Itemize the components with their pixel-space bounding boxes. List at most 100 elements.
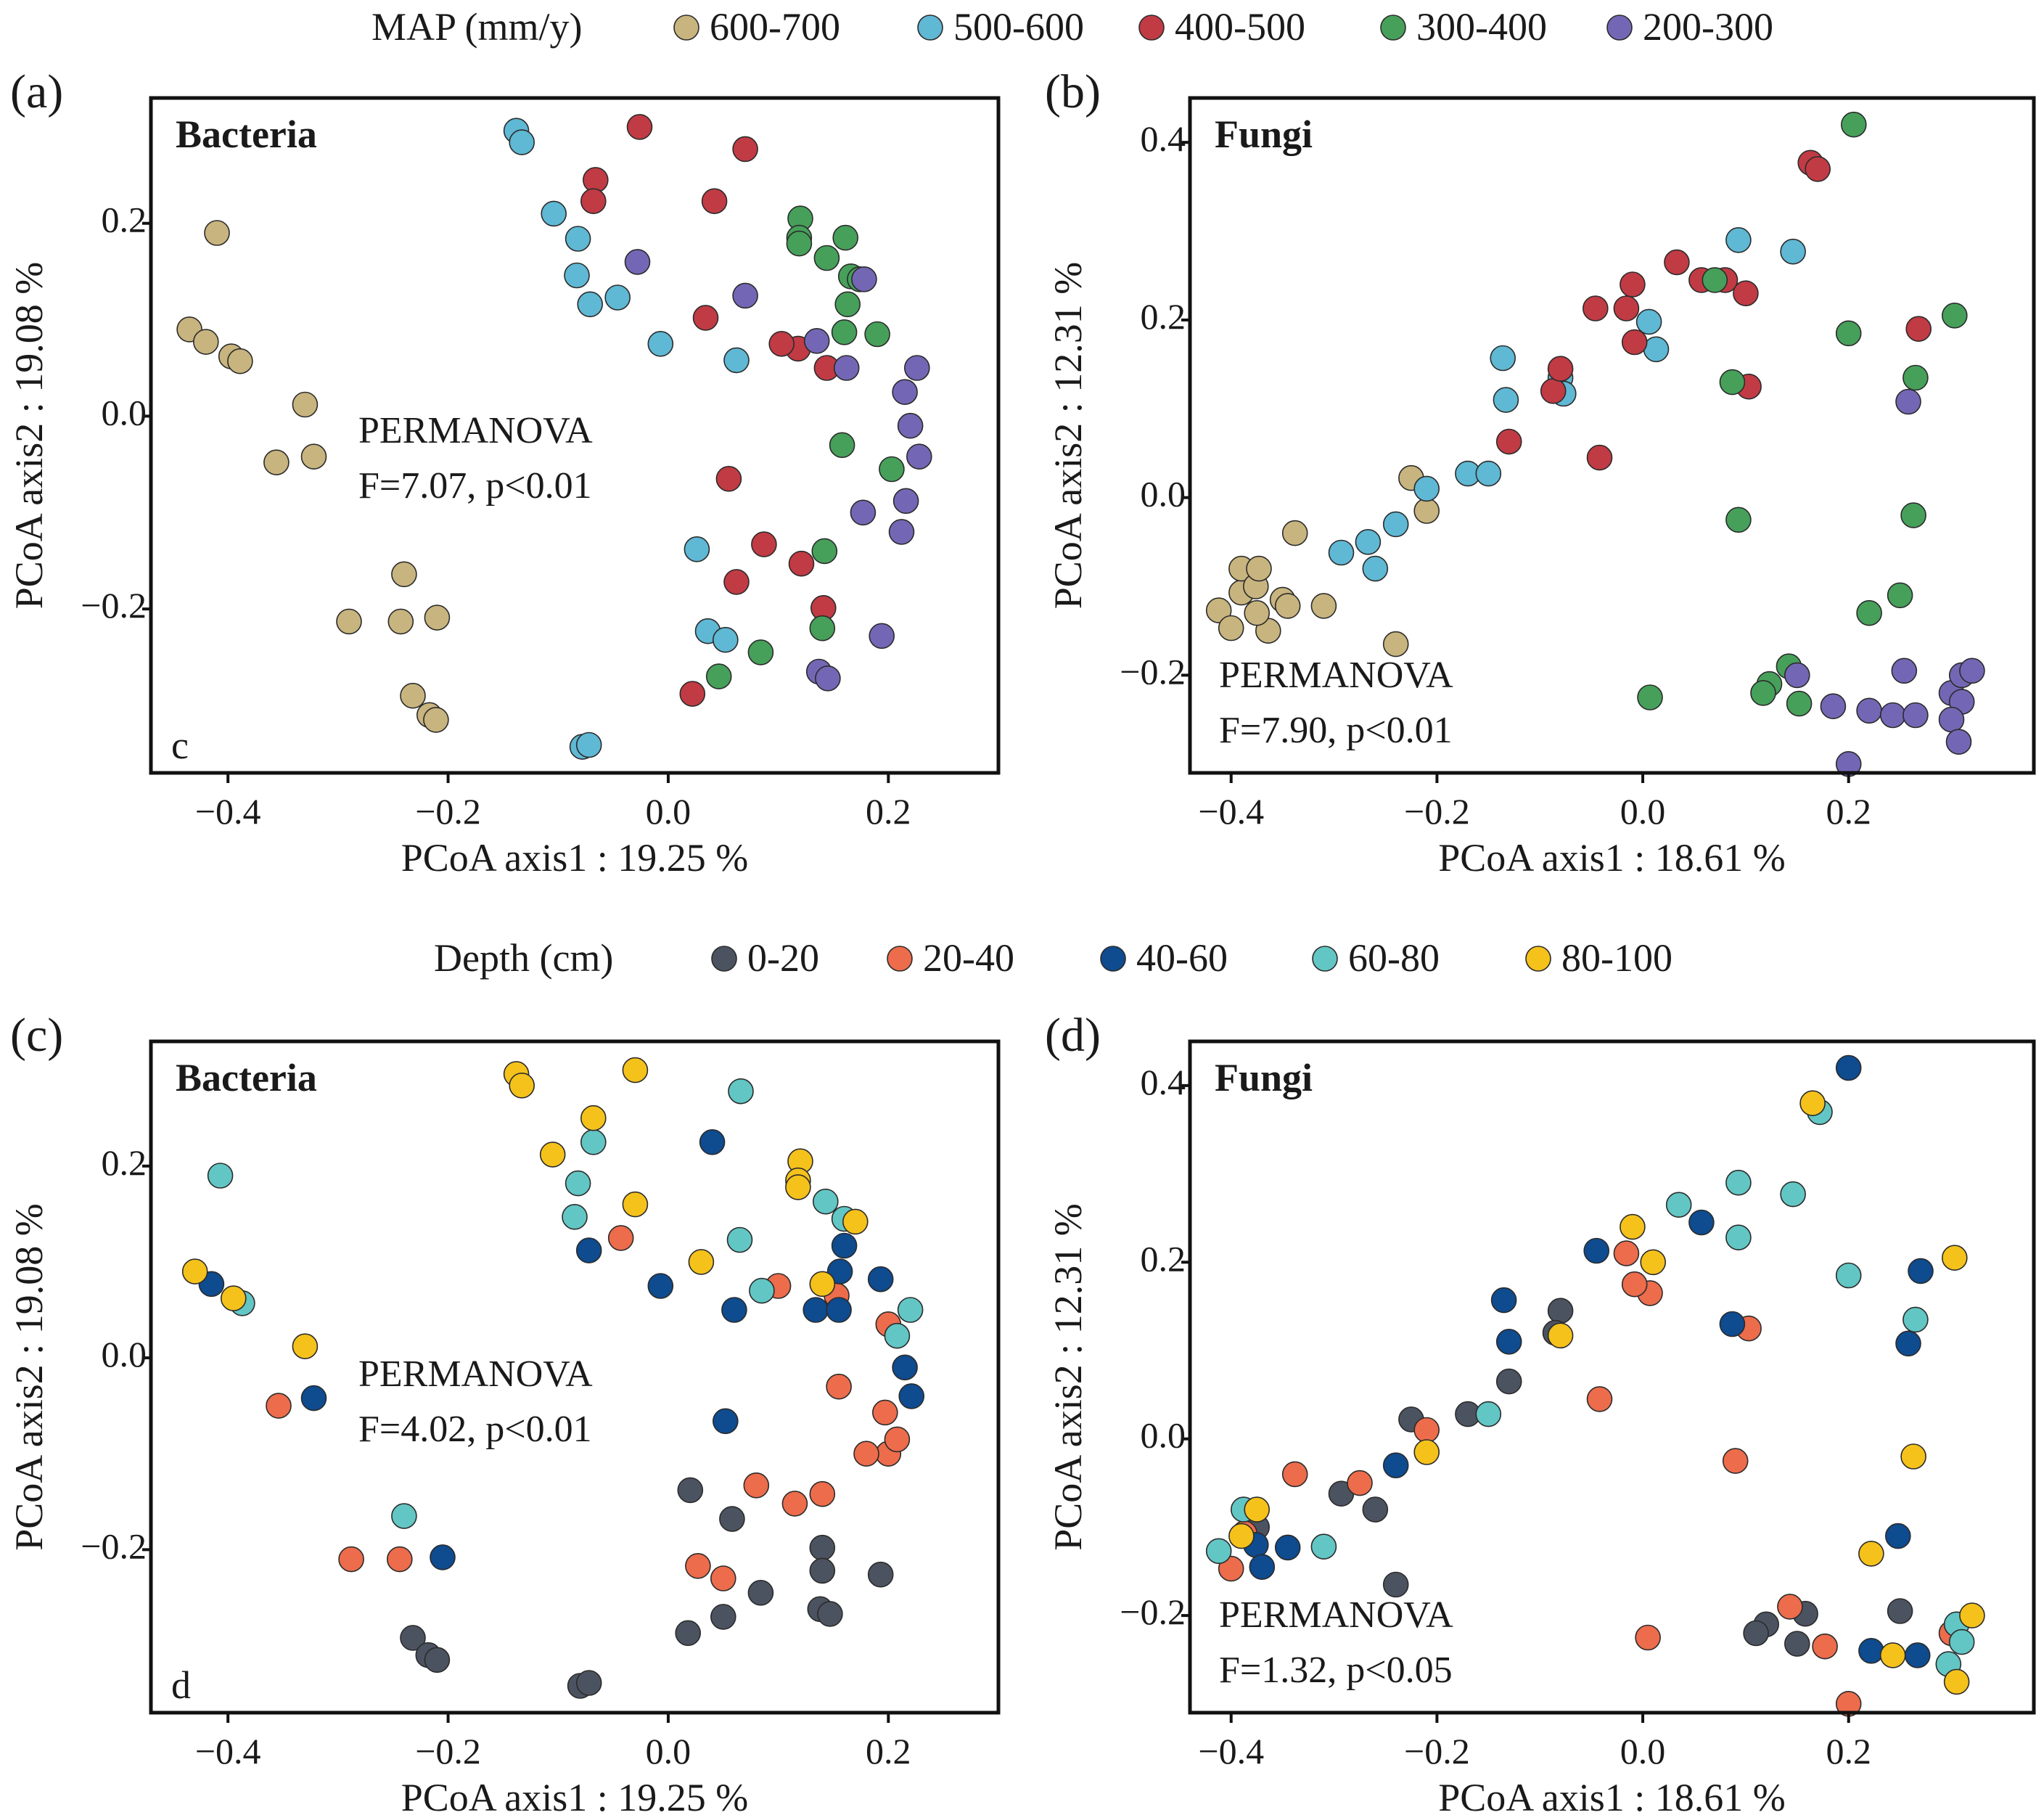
data-point (897, 1297, 924, 1323)
data-point (809, 1480, 836, 1507)
data-point (1879, 1642, 1906, 1668)
data-point (809, 1557, 836, 1584)
data-point (1900, 502, 1926, 528)
data-point (1719, 1311, 1746, 1337)
data-point (768, 330, 795, 357)
y-axis-label: PCoA axis2 : 19.08 % (7, 1203, 51, 1551)
data-point (888, 519, 915, 545)
data-point (1725, 1224, 1752, 1250)
series-0-20 (400, 1477, 894, 1699)
data-point (826, 1258, 853, 1285)
y-tick-label: 0.4 (1141, 118, 1186, 159)
data-point (829, 432, 855, 459)
data-point (1281, 520, 1308, 546)
data-point (1895, 388, 1921, 415)
data-point (1750, 680, 1776, 706)
data-point (391, 1503, 417, 1529)
data-point (423, 707, 449, 733)
panel-title: Fungi (1215, 112, 1313, 156)
data-point (263, 449, 290, 476)
data-point (869, 623, 895, 650)
map-legend-swatch-1 (673, 15, 699, 41)
series-500-600 (1328, 226, 1806, 582)
corner-label: c (171, 724, 189, 767)
data-point (1959, 1602, 1985, 1628)
x-tick-label: −0.4 (195, 1731, 261, 1771)
data-point (1905, 316, 1932, 343)
map-legend-label-3: 400-500 (1175, 5, 1305, 49)
panel-letter-b: (b) (1045, 65, 1101, 118)
map-legend-label-5: 200-300 (1643, 5, 1773, 49)
series-80-100 (181, 1057, 869, 1359)
map-legend: MAP (mm/y) 600-700 500-600 400-500 300-4… (372, 5, 1773, 49)
data-point (1244, 599, 1270, 626)
depth-legend-label-1: 0-20 (747, 936, 819, 980)
series-400-500 (580, 114, 840, 707)
data-point (1413, 1439, 1440, 1465)
series-60-80 (207, 1078, 924, 1529)
data-point (867, 1561, 894, 1588)
data-point (564, 262, 590, 289)
data-point (424, 605, 451, 631)
data-point (850, 499, 877, 526)
data-point (1904, 1642, 1931, 1668)
data-point (867, 1266, 894, 1292)
plot-frame (1188, 96, 2036, 775)
data-point (1856, 599, 1882, 626)
data-point (1547, 1322, 1574, 1349)
y-tick-label: 0.2 (102, 200, 147, 240)
data-point (509, 1073, 535, 1099)
data-point (575, 1237, 602, 1263)
data-point (817, 1601, 843, 1627)
plot-frame (149, 96, 1001, 775)
data-point (1495, 428, 1522, 455)
x-tick-label: −0.2 (415, 791, 481, 832)
data-point (1640, 1249, 1666, 1276)
data-point (811, 538, 838, 565)
data-point (1413, 1417, 1440, 1443)
data-point (721, 1297, 747, 1323)
y-tick-label: −0.2 (81, 1525, 147, 1566)
depth-legend-label-4: 60-80 (1348, 936, 1440, 980)
data-point (1903, 702, 1929, 729)
data-point (1702, 267, 1728, 293)
y-tick-label: 0.2 (1141, 1238, 1186, 1279)
data-point (1547, 1298, 1574, 1324)
data-point (1382, 1571, 1409, 1598)
depth-legend-label-3: 40-60 (1136, 936, 1228, 980)
data-point (685, 1553, 711, 1579)
data-point (1274, 1534, 1301, 1561)
y-axis-label: PCoA axis2 : 12.31 % (1046, 262, 1090, 610)
data-point (781, 1491, 808, 1517)
data-point (1583, 295, 1609, 321)
data-point (1355, 528, 1382, 555)
series-20-40 (1218, 1240, 1965, 1717)
y-tick-label: 0.0 (1141, 474, 1186, 515)
data-point (677, 1477, 704, 1504)
data-point (1310, 1533, 1337, 1560)
y-tick-label: 0.0 (102, 392, 147, 433)
data-point (853, 1441, 879, 1467)
data-point (565, 1170, 591, 1197)
data-point (715, 465, 742, 492)
panel-title: Fungi (1215, 1056, 1313, 1099)
data-point (1786, 690, 1813, 717)
data-point (1784, 662, 1810, 689)
data-point (577, 291, 604, 318)
data-point (292, 391, 319, 418)
data-point (1858, 1541, 1884, 1567)
data-point (879, 456, 905, 483)
data-point (1945, 729, 1972, 755)
data-point (719, 1506, 745, 1532)
x-tick-label: 0.0 (646, 791, 691, 832)
data-point (1621, 329, 1648, 356)
data-point (712, 626, 739, 653)
data-point (430, 1544, 456, 1570)
data-point (679, 681, 706, 707)
data-point (647, 1273, 674, 1299)
x-tick-label: −0.4 (195, 791, 261, 832)
y-tick-label: 0.0 (1141, 1415, 1186, 1456)
data-point (884, 1322, 911, 1349)
x-tick-label: −0.4 (1198, 791, 1264, 832)
data-point (1620, 271, 1646, 298)
